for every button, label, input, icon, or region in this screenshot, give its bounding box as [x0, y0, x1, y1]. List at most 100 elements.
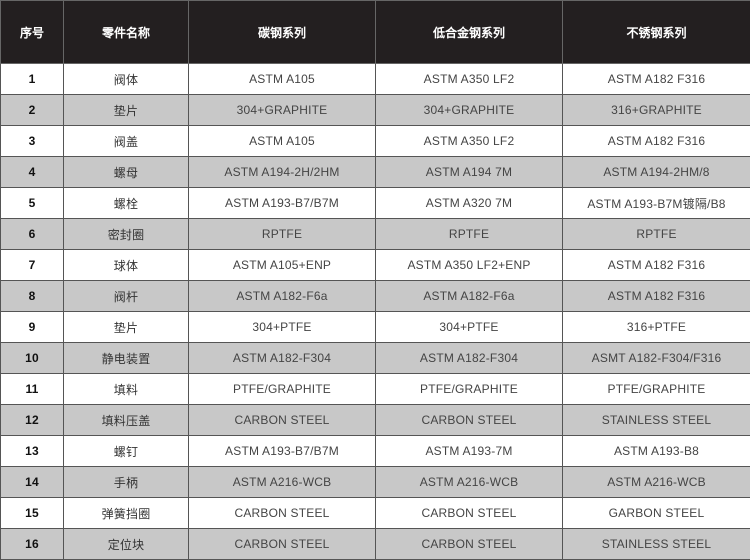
cell-carbon-steel: CARBON STEEL [188, 404, 376, 436]
cell-low-alloy-steel: ASTM A350 LF2 [375, 125, 563, 157]
cell-index: 16 [0, 528, 64, 560]
cell-stainless-steel: ASTM A182 F316 [562, 280, 750, 312]
cell-stainless-steel: ASTM A193-B7M镀隔/B8 [562, 187, 750, 219]
cell-low-alloy-steel: ASTM A350 LF2 [375, 63, 563, 95]
header-carbon-steel: 碳钢系列 [188, 0, 376, 64]
cell-low-alloy-steel: RPTFE [375, 218, 563, 250]
cell-low-alloy-steel: ASTM A194 7M [375, 156, 563, 188]
table-row: 4 螺母 ASTM A194-2H/2HM ASTM A194 7M ASTM A194… [0, 156, 750, 188]
cell-carbon-steel: ASTM A194-2H/2HM [188, 156, 376, 188]
table-row: 15 弹簧挡圈 CARBON STEEL CARBON STEEL GARBON STE… [0, 497, 750, 529]
cell-stainless-steel: RPTFE [562, 218, 750, 250]
table-row: 5 螺栓 ASTM A193-B7/B7M ASTM A320 7M ASTM A193… [0, 187, 750, 219]
cell-part-name: 手柄 [63, 466, 189, 498]
cell-part-name: 填料压盖 [63, 404, 189, 436]
cell-carbon-steel: ASTM A182-F304 [188, 342, 376, 374]
cell-stainless-steel: ASTM A194-2HM/8 [562, 156, 750, 188]
cell-part-name: 静电装置 [63, 342, 189, 374]
cell-carbon-steel: CARBON STEEL [188, 528, 376, 560]
cell-index: 10 [0, 342, 64, 374]
cell-stainless-steel: PTFE/GRAPHITE [562, 373, 750, 405]
table-row: 10 静电装置 ASTM A182-F304 ASTM A182-F304 ASMT A… [0, 342, 750, 374]
cell-part-name: 螺栓 [63, 187, 189, 219]
cell-carbon-steel: ASTM A193-B7/B7M [188, 187, 376, 219]
cell-index: 5 [0, 187, 64, 219]
cell-low-alloy-steel: ASTM A182-F6a [375, 280, 563, 312]
cell-part-name: 填料 [63, 373, 189, 405]
cell-index: 11 [0, 373, 64, 405]
cell-stainless-steel: ASTM A193-B8 [562, 435, 750, 467]
cell-carbon-steel: ASTM A105 [188, 125, 376, 157]
cell-low-alloy-steel: ASTM A193-7M [375, 435, 563, 467]
cell-index: 1 [0, 63, 64, 95]
cell-part-name: 阀体 [63, 63, 189, 95]
header-stainless-steel: 不锈钢系列 [562, 0, 750, 64]
cell-part-name: 螺钉 [63, 435, 189, 467]
table-row: 14 手柄 ASTM A216-WCB ASTM A216-WCB ASTM A216-… [0, 466, 750, 498]
table-row: 12 填料压盖 CARBON STEEL CARBON STEEL STAINLESS … [0, 404, 750, 436]
cell-low-alloy-steel: ASTM A216-WCB [375, 466, 563, 498]
cell-index: 9 [0, 311, 64, 343]
cell-carbon-steel: ASTM A105 [188, 63, 376, 95]
cell-low-alloy-steel: CARBON STEEL [375, 528, 563, 560]
cell-low-alloy-steel: PTFE/GRAPHITE [375, 373, 563, 405]
cell-stainless-steel: ASTM A182 F316 [562, 249, 750, 281]
cell-carbon-steel: ASTM A105+ENP [188, 249, 376, 281]
table-row: 11 填料 PTFE/GRAPHITE PTFE/GRAPHITE PTFE/GRAPH… [0, 373, 750, 405]
cell-index: 4 [0, 156, 64, 188]
cell-index: 15 [0, 497, 64, 529]
cell-part-name: 阀杆 [63, 280, 189, 312]
cell-part-name: 阀盖 [63, 125, 189, 157]
table-row: 7 球体 ASTM A105+ENP ASTM A350 LF2+ENP ASTM A1… [0, 249, 750, 281]
cell-stainless-steel: ASMT A182-F304/F316 [562, 342, 750, 374]
cell-low-alloy-steel: 304+PTFE [375, 311, 563, 343]
cell-part-name: 螺母 [63, 156, 189, 188]
cell-low-alloy-steel: CARBON STEEL [375, 497, 563, 529]
cell-carbon-steel: ASTM A193-B7/B7M [188, 435, 376, 467]
table-row: 6 密封圈 RPTFE RPTFE RPTFE [0, 218, 750, 250]
cell-stainless-steel: 316+PTFE [562, 311, 750, 343]
cell-stainless-steel: 316+GRAPHITE [562, 94, 750, 126]
cell-low-alloy-steel: ASTM A320 7M [375, 187, 563, 219]
table-row: 9 垫片 304+PTFE 304+PTFE 316+PTFE [0, 311, 750, 343]
cell-index: 6 [0, 218, 64, 250]
cell-part-name: 定位块 [63, 528, 189, 560]
cell-index: 7 [0, 249, 64, 281]
header-index: 序号 [0, 0, 64, 64]
cell-stainless-steel: ASTM A216-WCB [562, 466, 750, 498]
cell-carbon-steel: CARBON STEEL [188, 497, 376, 529]
cell-carbon-steel: ASTM A182-F6a [188, 280, 376, 312]
table-row: 13 螺钉 ASTM A193-B7/B7M ASTM A193-7M ASTM A19… [0, 435, 750, 467]
cell-stainless-steel: STAINLESS STEEL [562, 404, 750, 436]
cell-stainless-steel: STAINLESS STEEL [562, 528, 750, 560]
cell-low-alloy-steel: 304+GRAPHITE [375, 94, 563, 126]
table-row: 2 垫片 304+GRAPHITE 304+GRAPHITE 316+GRAPHITE [0, 94, 750, 126]
cell-index: 13 [0, 435, 64, 467]
header-low-alloy-steel: 低合金钢系列 [375, 0, 563, 64]
table-row: 16 定位块 CARBON STEEL CARBON STEEL STAINLESS S… [0, 528, 750, 560]
cell-stainless-steel: ASTM A182 F316 [562, 63, 750, 95]
cell-index: 14 [0, 466, 64, 498]
cell-carbon-steel: ASTM A216-WCB [188, 466, 376, 498]
cell-part-name: 弹簧挡圈 [63, 497, 189, 529]
cell-index: 2 [0, 94, 64, 126]
cell-carbon-steel: 304+PTFE [188, 311, 376, 343]
cell-index: 8 [0, 280, 64, 312]
table-row: 8 阀杆 ASTM A182-F6a ASTM A182-F6a ASTM A182 F… [0, 280, 750, 312]
cell-low-alloy-steel: ASTM A350 LF2+ENP [375, 249, 563, 281]
cell-carbon-steel: PTFE/GRAPHITE [188, 373, 376, 405]
header-row: 序号 零件名称 碳钢系列 低合金钢系列 不锈钢系列 [0, 0, 750, 64]
cell-index: 3 [0, 125, 64, 157]
table-row: 3 阀盖 ASTM A105 ASTM A350 LF2 ASTM A182 F316 [0, 125, 750, 157]
cell-part-name: 垫片 [63, 94, 189, 126]
header-part-name: 零件名称 [63, 0, 189, 64]
cell-part-name: 球体 [63, 249, 189, 281]
cell-index: 12 [0, 404, 64, 436]
cell-low-alloy-steel: CARBON STEEL [375, 404, 563, 436]
cell-carbon-steel: 304+GRAPHITE [188, 94, 376, 126]
cell-carbon-steel: RPTFE [188, 218, 376, 250]
cell-part-name: 垫片 [63, 311, 189, 343]
cell-stainless-steel: ASTM A182 F316 [562, 125, 750, 157]
cell-part-name: 密封圈 [63, 218, 189, 250]
